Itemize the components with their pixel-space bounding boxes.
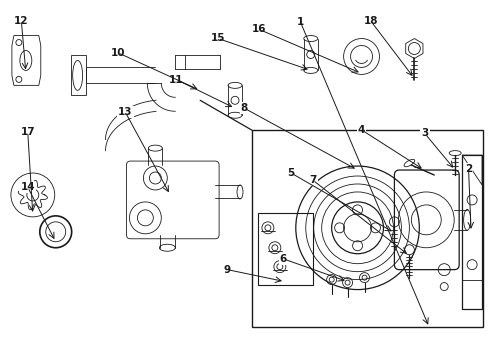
Text: 16: 16 xyxy=(251,24,266,35)
Bar xyxy=(258,213,312,285)
Text: 13: 13 xyxy=(118,107,132,117)
Text: 7: 7 xyxy=(308,175,316,185)
Bar xyxy=(251,130,482,328)
Text: 9: 9 xyxy=(224,265,230,275)
Text: 2: 2 xyxy=(464,164,471,174)
Text: 5: 5 xyxy=(286,168,294,178)
Text: 17: 17 xyxy=(20,127,35,136)
Text: 1: 1 xyxy=(296,17,304,27)
Text: 8: 8 xyxy=(241,103,247,113)
Text: 18: 18 xyxy=(363,17,378,27)
Text: 14: 14 xyxy=(20,182,35,192)
Text: 11: 11 xyxy=(169,75,183,85)
Text: 6: 6 xyxy=(279,254,286,264)
Text: 3: 3 xyxy=(420,129,427,138)
Text: 10: 10 xyxy=(110,48,125,58)
Text: 4: 4 xyxy=(357,125,365,135)
Text: 12: 12 xyxy=(14,17,29,27)
Text: 15: 15 xyxy=(210,33,224,43)
